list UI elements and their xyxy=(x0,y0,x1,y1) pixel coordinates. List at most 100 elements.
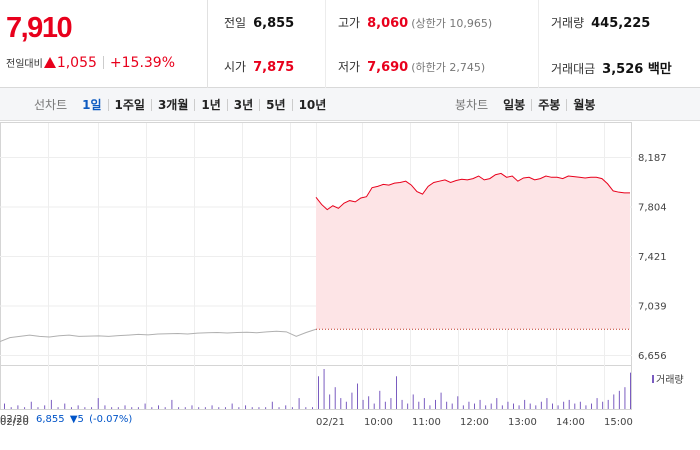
hover-info: 02/20 6,855 ▼5 (-0.07%) xyxy=(0,414,132,425)
tab-weekly-candle[interactable]: 주봉 xyxy=(531,99,566,111)
volume-bar-day2 xyxy=(552,403,553,409)
high-value: 8,060 xyxy=(367,16,409,31)
volume-bar-day1 xyxy=(211,405,213,409)
tab-3year[interactable]: 3년 xyxy=(226,99,259,111)
volume-label: 거래량 xyxy=(551,16,585,30)
current-price: 7,910 xyxy=(6,12,73,44)
high-label: 고가 xyxy=(338,16,361,30)
volume-bar-day2 xyxy=(329,394,331,409)
volume-bar-day2 xyxy=(630,372,631,409)
volume-bar-day1 xyxy=(291,407,293,409)
price-box: 7,910 전일대비 1,055 +15.39% xyxy=(0,0,208,88)
volume-bar-day2 xyxy=(351,392,353,409)
hover-date: 02/20 xyxy=(0,414,29,425)
change-value: 1,055 xyxy=(56,55,97,71)
volume-bar-day1 xyxy=(124,405,126,409)
volume-bar-day2 xyxy=(407,403,409,409)
volume-bar-day1 xyxy=(50,399,52,409)
volume-bar-day2 xyxy=(457,396,459,409)
tab-monthly-candle[interactable]: 월봉 xyxy=(566,99,601,111)
price-chart[interactable]: 8,187 7,804 7,421 7,039 6,656 02/20 02/21 10:0… xyxy=(0,121,700,450)
volume-bar-day1 xyxy=(30,401,32,409)
tab-1day[interactable]: 1일 xyxy=(82,98,102,112)
x-tick-label: 02/20 xyxy=(0,417,29,428)
volume-bar-day2 xyxy=(574,403,576,409)
volume-bar-day2 xyxy=(557,405,559,409)
line-chart-label: 선차트 xyxy=(34,98,68,112)
volume-bar-day1 xyxy=(224,407,226,409)
stock-quote-header: 7,910 전일대비 1,055 +15.39% 전일 6,855 시가 7,875 고… xyxy=(0,0,700,88)
hover-change: ▼5 xyxy=(69,414,84,425)
today-area-fill xyxy=(316,173,630,330)
volume-bar-day1 xyxy=(77,405,79,409)
volume-bar-day1 xyxy=(37,407,39,409)
volume-bar-day2 xyxy=(596,398,598,409)
volume-bar-day1 xyxy=(10,407,12,409)
volume-bar-day1 xyxy=(117,407,119,409)
volume-bar-day1 xyxy=(278,407,280,409)
tab-daily-candle[interactable]: 일봉 xyxy=(503,98,526,112)
x-tick-label: 12:00 xyxy=(460,417,489,428)
x-axis-ticks: 02/20 02/21 10:00 11:00 12:00 13:00 14:00 15:00 xyxy=(0,417,633,428)
volume-bar-day2 xyxy=(446,401,448,409)
volume-bar-day2 xyxy=(479,399,481,409)
volume-bar-day2 xyxy=(418,401,420,409)
volume-bar-day1 xyxy=(57,407,59,409)
volume-bar-day1 xyxy=(158,405,159,409)
prev-day-line xyxy=(0,328,317,343)
stats-panel: 전일 6,855 시가 7,875 고가 8,060 (상한가 10,965) 저가 7,… xyxy=(208,0,700,88)
candle-chart-tabs: 봉차트 일봉 주봉 월봉 xyxy=(455,96,601,113)
tab-5year[interactable]: 5년 xyxy=(259,99,291,111)
tab-1week[interactable]: 1주일 xyxy=(107,99,151,111)
volume-bar-day2 xyxy=(540,401,542,409)
volume-bar-day2 xyxy=(618,390,620,409)
volume-bar-day2 xyxy=(529,403,531,409)
volume-legend-label: 거래량 xyxy=(656,375,684,386)
chart-area xyxy=(316,173,630,330)
volume-bar-day1 xyxy=(298,398,300,409)
y-tick-label: 7,804 xyxy=(638,203,667,214)
prev-close-label: 전일 xyxy=(224,16,247,30)
tab-10year[interactable]: 10년 xyxy=(291,99,333,111)
volume-legend: 거래량 xyxy=(652,371,684,386)
amount-value: 3,526 백만 xyxy=(602,62,672,77)
volume-bar-day1 xyxy=(137,407,139,409)
volume-bar-day1 xyxy=(17,405,19,409)
volume-bar-day2 xyxy=(384,401,386,409)
change-row: 전일대비 1,055 +15.39% xyxy=(6,55,175,71)
x-tick-label: 15:00 xyxy=(604,417,633,428)
volume-bar-day1 xyxy=(271,401,273,409)
candle-chart-label: 봉차트 xyxy=(455,98,489,112)
upper-limit: (상한가 10,965) xyxy=(411,17,493,30)
volume-bar-day1 xyxy=(312,407,313,409)
volume-bar-day2 xyxy=(368,396,370,409)
volume-bar-day1 xyxy=(97,398,99,409)
prev-close-value: 6,855 xyxy=(253,16,295,31)
chart-lines xyxy=(0,172,630,343)
volume-bar-day2 xyxy=(591,403,592,409)
x-tick-label: 14:00 xyxy=(556,417,585,428)
tab-1year[interactable]: 1년 xyxy=(194,99,226,111)
hover-change-pct: (-0.07%) xyxy=(89,414,133,425)
volume-bar-day1 xyxy=(131,407,133,409)
change-label: 전일대비 xyxy=(6,59,43,70)
y-tick-label: 8,187 xyxy=(638,153,667,164)
y-tick-label: 7,421 xyxy=(638,252,667,263)
volume-bar-day2 xyxy=(412,394,414,409)
volume-bar-day1 xyxy=(44,405,46,409)
volume-bar-day2 xyxy=(462,405,464,409)
volume-bar-day2 xyxy=(602,401,604,409)
volume-bar-day1 xyxy=(151,407,153,409)
chart-tab-bar: 선차트 1일 1주일 3개월 1년 3년 5년 10년 봉차트 일봉 주봉 월봉 xyxy=(0,88,700,121)
x-tick-label: 10:00 xyxy=(364,417,393,428)
volume-bar-day1 xyxy=(111,407,113,409)
volume-bar-day2 xyxy=(524,399,526,409)
change-percent: +15.39% xyxy=(109,55,176,71)
tab-3month[interactable]: 3개월 xyxy=(150,99,194,111)
volume-bar-day2 xyxy=(624,387,626,409)
volume-value: 445,225 xyxy=(591,16,651,31)
open-value: 7,875 xyxy=(253,60,295,75)
hover-price: 6,855 xyxy=(36,414,65,425)
volume-bar-day1 xyxy=(84,407,86,409)
volume-bars xyxy=(4,369,631,409)
